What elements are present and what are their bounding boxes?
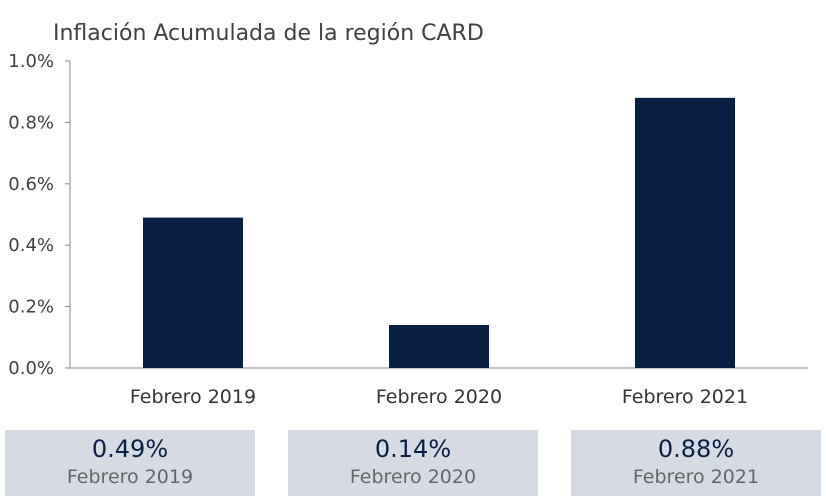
summary-card-value: 0.14% [374, 435, 452, 463]
y-tick-label: 0.0% [8, 358, 54, 379]
summary-card-2020: 0.14% Febrero 2020 [288, 430, 538, 496]
x-tick-label: Febrero 2019 [130, 386, 256, 408]
summary-card-2021: 0.88% Febrero 2021 [571, 430, 821, 496]
category-labels: Febrero 2019 Febrero 2020 Febrero 2021 [130, 386, 748, 408]
summary-card-label: Febrero 2021 [632, 466, 760, 488]
bar [635, 97, 735, 368]
x-tick-label: Febrero 2021 [622, 386, 748, 408]
summary-card-value: 0.88% [657, 435, 735, 463]
summary-card-label: Febrero 2020 [349, 466, 477, 488]
bar-series [143, 97, 735, 368]
y-tick-label: 1.0% [8, 51, 54, 72]
summary-cards: 0.49% Febrero 2019 0.14% Febrero 2020 0.… [0, 430, 826, 499]
summary-card-value: 0.49% [91, 435, 169, 463]
bar [389, 325, 489, 368]
y-axis: 0.0% 0.2% 0.4% 0.6% 0.8% 1.0% [8, 51, 71, 379]
chart-title: Inflación Acumulada de la región CARD [53, 21, 484, 46]
y-tick-label: 0.4% [8, 235, 54, 256]
bar [143, 217, 243, 368]
summary-card-label: Febrero 2019 [66, 466, 194, 488]
summary-card-2019: 0.49% Febrero 2019 [5, 430, 255, 496]
y-tick-label: 0.8% [8, 112, 54, 133]
y-tick-label: 0.6% [8, 174, 54, 195]
bar-chart: Inflación Acumulada de la región CARD 0.… [8, 21, 808, 408]
y-tick-label: 0.2% [8, 297, 54, 318]
x-tick-label: Febrero 2020 [376, 386, 502, 408]
